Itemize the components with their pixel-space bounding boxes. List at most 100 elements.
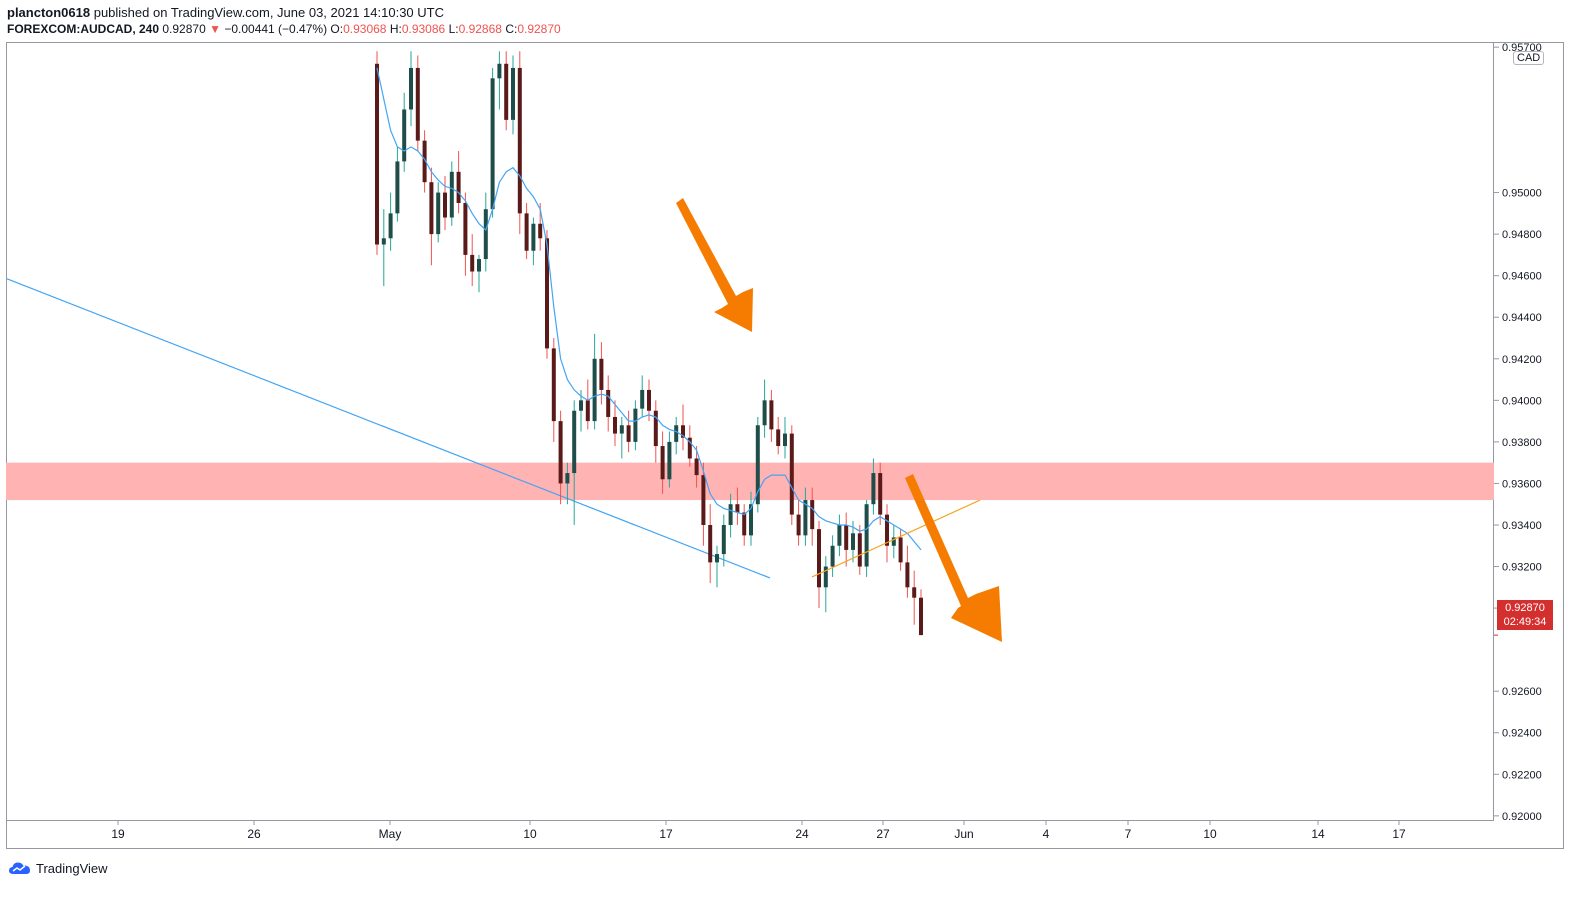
open-label: O: — [330, 22, 344, 36]
candle-body — [402, 109, 407, 162]
candle-body — [830, 545, 835, 567]
candle-body — [626, 425, 631, 442]
candle-body — [789, 433, 794, 515]
candle-body — [769, 400, 774, 430]
time-tick-label: May — [379, 827, 402, 841]
candle-body — [681, 425, 685, 438]
candle-body — [837, 524, 842, 546]
candle-body — [919, 597, 923, 636]
bar-countdown: 02:49:34 — [1503, 616, 1547, 628]
candle-body — [823, 566, 828, 588]
candle-body — [640, 389, 645, 409]
candle-body — [912, 587, 917, 598]
trend-line — [6, 278, 771, 579]
candle-body — [708, 524, 713, 563]
candle-body — [592, 358, 597, 422]
price-tick-label: 0.93800 — [1502, 437, 1542, 449]
candle-body — [755, 425, 760, 505]
symbol-info: FOREXCOM:AUDCAD, 240 0.92870 ▼ −0.00441 … — [7, 22, 561, 36]
price-tick-label: 0.95000 — [1502, 188, 1542, 200]
candle-body — [415, 67, 420, 141]
candle-body — [613, 416, 617, 434]
candle-body — [871, 473, 876, 505]
time-tick-label: 17 — [659, 827, 673, 841]
candle-body — [606, 389, 611, 417]
candle-body — [851, 533, 855, 550]
candle-body — [463, 202, 468, 255]
time-tick-label: 17 — [1392, 827, 1406, 841]
candle-body — [443, 192, 447, 218]
candle-body — [524, 213, 529, 251]
candle-body — [504, 63, 509, 120]
high-value: 0.93086 — [401, 22, 446, 36]
candle-body — [735, 504, 740, 513]
last-price: 0.92870 — [162, 22, 206, 36]
candle-body — [456, 171, 461, 203]
price-tick-label: 0.94600 — [1502, 271, 1542, 283]
last-price-tag: 0.92870 02:49:34 — [1497, 600, 1553, 630]
candle-body — [742, 512, 747, 536]
candle-body — [551, 348, 556, 422]
price-tick-label: 0.92000 — [1502, 811, 1542, 823]
price-tick-label: 0.93600 — [1502, 478, 1542, 490]
price-axis[interactable] — [1494, 42, 1564, 821]
candle-body — [864, 504, 869, 567]
candle-body — [429, 182, 434, 235]
candle-body — [511, 67, 515, 120]
chart-pane[interactable] — [6, 42, 1494, 821]
candle-body — [375, 63, 379, 245]
candle-body — [844, 524, 849, 550]
resistance-zone — [6, 462, 1494, 501]
published-text: published on TradingView.com, June 03, 2… — [93, 5, 444, 20]
price-tick-label: 0.93200 — [1502, 562, 1542, 574]
candle-body — [721, 524, 726, 555]
arrow-down-right-2 — [905, 474, 1002, 642]
candle-body — [436, 192, 441, 235]
time-tick-label: 7 — [1125, 827, 1132, 841]
time-tick-label: 10 — [523, 827, 537, 841]
time-tick-label: Jun — [954, 827, 973, 841]
candle-body — [796, 514, 801, 536]
candle-body — [538, 223, 543, 239]
candle-body — [585, 400, 590, 422]
candle-body — [817, 529, 821, 588]
price-change: −0.00441 (−0.47%) — [224, 22, 328, 36]
arrow-down-right-1 — [676, 198, 753, 332]
price-tick-label: 0.94200 — [1502, 354, 1542, 366]
rising-line — [811, 499, 981, 578]
candle-body — [701, 475, 706, 525]
candle-body — [395, 161, 400, 214]
candle-body — [579, 400, 583, 411]
time-tick-label: 4 — [1043, 827, 1050, 841]
candle-body — [905, 562, 910, 588]
candle-body — [694, 458, 699, 476]
tradingview-logo[interactable]: TradingView — [8, 858, 108, 878]
symbol-label: FOREXCOM:AUDCAD, 240 — [7, 22, 160, 36]
close-label: C: — [505, 22, 518, 36]
candle-body — [422, 140, 427, 183]
time-tick-label: 27 — [876, 827, 890, 841]
candle-body — [674, 425, 679, 442]
candle-body — [810, 500, 815, 530]
candle-body — [497, 63, 502, 79]
candle-body — [619, 425, 624, 434]
candle-body — [545, 238, 549, 349]
low-label: L: — [448, 22, 459, 36]
candle-body — [517, 67, 522, 214]
candle-body — [776, 429, 781, 447]
candle-body — [599, 358, 604, 390]
time-axis[interactable] — [6, 821, 1564, 849]
author-name[interactable]: plancton0618 — [7, 5, 91, 20]
candle-body — [483, 209, 488, 260]
candle-body — [762, 400, 767, 426]
close-value: 0.92870 — [517, 22, 561, 36]
time-tick-label: 14 — [1311, 827, 1325, 841]
candle-body — [409, 67, 413, 110]
open-value: 0.93068 — [343, 22, 387, 36]
currency-tag[interactable]: CAD — [1513, 51, 1545, 65]
price-tick-label: 0.92400 — [1502, 728, 1542, 740]
time-tick-label: 26 — [247, 827, 261, 841]
brand-name: TradingView — [36, 860, 108, 876]
time-tick-label: 10 — [1203, 827, 1217, 841]
